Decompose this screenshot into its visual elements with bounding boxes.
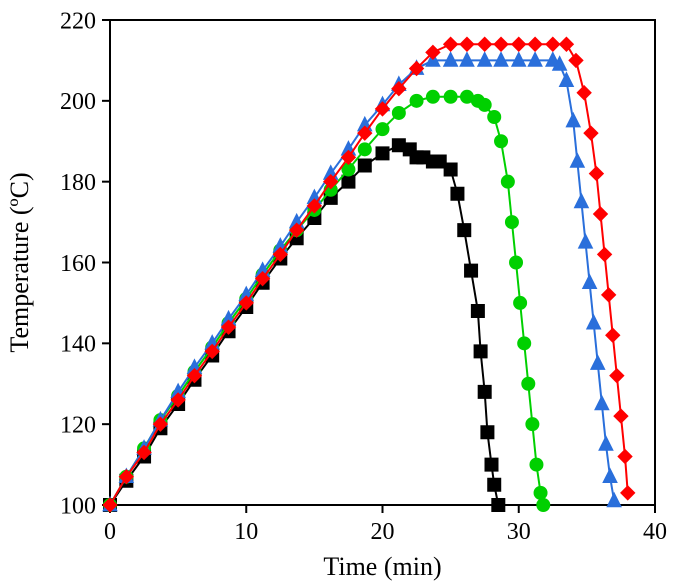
marker-black-squares bbox=[492, 499, 505, 512]
marker-black-squares bbox=[376, 147, 389, 160]
marker-green-circles bbox=[488, 111, 501, 124]
marker-black-squares bbox=[444, 163, 457, 176]
x-tick-label: 10 bbox=[234, 519, 258, 545]
marker-green-circles bbox=[478, 98, 491, 111]
marker-black-squares bbox=[488, 478, 501, 491]
y-tick-label: 100 bbox=[60, 493, 96, 519]
marker-black-squares bbox=[358, 159, 371, 172]
marker-green-circles bbox=[514, 296, 527, 309]
marker-green-circles bbox=[526, 418, 539, 431]
marker-green-circles bbox=[522, 377, 535, 390]
marker-black-squares bbox=[478, 385, 491, 398]
marker-green-circles bbox=[410, 94, 423, 107]
y-tick-label: 160 bbox=[60, 251, 96, 277]
marker-green-circles bbox=[495, 135, 508, 148]
x-tick-label: 0 bbox=[104, 519, 116, 545]
y-tick-label: 220 bbox=[60, 8, 96, 34]
marker-green-circles bbox=[426, 90, 439, 103]
marker-black-squares bbox=[342, 175, 355, 188]
y-tick-label: 200 bbox=[60, 89, 96, 115]
marker-green-circles bbox=[444, 90, 457, 103]
x-tick-label: 30 bbox=[507, 519, 531, 545]
marker-black-squares bbox=[458, 224, 471, 237]
marker-green-circles bbox=[510, 256, 523, 269]
marker-green-circles bbox=[534, 486, 547, 499]
x-axis-label: Time (min) bbox=[323, 552, 441, 581]
chart-container: 0 10 20 30 40 100 120 140 160 180 200 220 Time (min)… bbox=[0, 0, 685, 586]
marker-black-squares bbox=[465, 264, 478, 277]
marker-green-circles bbox=[505, 216, 518, 229]
marker-black-squares bbox=[481, 426, 494, 439]
marker-black-squares bbox=[451, 187, 464, 200]
marker-green-circles bbox=[518, 337, 531, 350]
y-tick-label: 120 bbox=[60, 413, 96, 439]
y-tick-label: 140 bbox=[60, 332, 96, 358]
marker-green-circles bbox=[530, 458, 543, 471]
marker-green-circles bbox=[376, 123, 389, 136]
x-tick-label: 40 bbox=[643, 519, 667, 545]
marker-green-circles bbox=[358, 143, 371, 156]
temperature-time-chart: 0 10 20 30 40 100 120 140 160 180 200 220 Time (min)… bbox=[0, 0, 685, 586]
marker-black-squares bbox=[471, 305, 484, 318]
marker-green-circles bbox=[392, 106, 405, 119]
y-axis-label: Temperature (ºC) bbox=[5, 172, 34, 352]
marker-green-circles bbox=[501, 175, 514, 188]
marker-black-squares bbox=[474, 345, 487, 358]
y-tick-label: 180 bbox=[60, 170, 96, 196]
marker-green-circles bbox=[537, 499, 550, 512]
x-tick-label: 20 bbox=[371, 519, 395, 545]
marker-black-squares bbox=[485, 458, 498, 471]
